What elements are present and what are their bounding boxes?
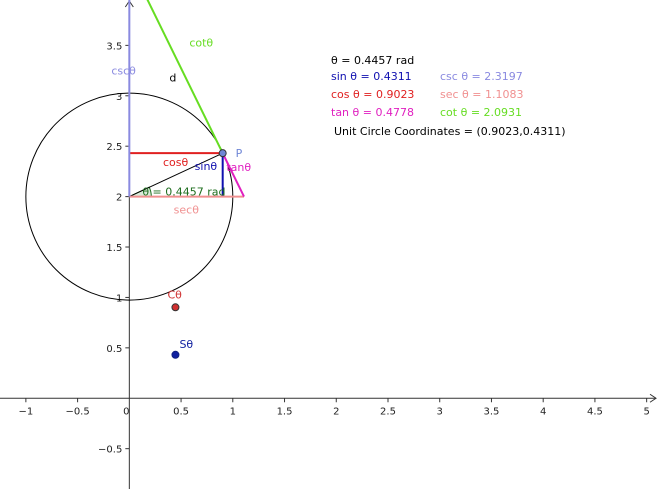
- x-tick-label: 1: [230, 406, 236, 417]
- point-s-theta-label: Sθ: [179, 338, 193, 351]
- cot-readout: cot θ = 2.0931: [440, 106, 522, 119]
- point-p: [218, 149, 227, 158]
- x-tick-label: 0: [123, 406, 129, 417]
- sin-readout: sin θ = 0.4311: [331, 70, 412, 83]
- tan-readout: tan θ = 0.4778: [331, 106, 414, 119]
- sin-label: sinθ: [195, 160, 218, 173]
- x-tick-label: 2.5: [380, 406, 396, 417]
- tan-label: tanθ: [226, 161, 251, 174]
- y-tick-label: 0.5: [106, 344, 122, 355]
- y-tick-label: 1: [116, 293, 122, 304]
- point-s-theta: [171, 350, 180, 359]
- y-tick-label: 2: [116, 193, 122, 204]
- point-c-theta: [171, 303, 180, 312]
- sec-label: secθ: [174, 204, 200, 217]
- y-tick-label: 2.5: [106, 142, 122, 153]
- info-panel: θ = 0.4457 rad sin θ = 0.4311 csc θ = 2.…: [331, 54, 566, 138]
- cos-label: cosθ: [163, 156, 189, 169]
- radius-line: [129, 152, 223, 198]
- x-tick-label: 0.5: [173, 406, 189, 417]
- d-label: d: [169, 72, 176, 85]
- x-tick-label: −1: [18, 406, 33, 417]
- point-p-label: P: [236, 147, 243, 160]
- x-axis-arrow: [649, 393, 657, 403]
- sec-readout: sec θ = 1.1083: [440, 88, 523, 101]
- x-tick-label: 5: [643, 406, 649, 417]
- x-tick-label: −0.5: [65, 406, 89, 417]
- theta-angle-label: θ = 0.4457 rad: [142, 186, 225, 199]
- point-c-theta-label: Cθ: [167, 288, 182, 301]
- y-tick-label: −0.5: [98, 445, 122, 456]
- x-tick-label: 4.5: [587, 406, 603, 417]
- cos-readout: cos θ = 0.9023: [331, 88, 414, 101]
- theta-readout: θ = 0.4457 rad: [331, 54, 414, 67]
- cot-label: cotθ: [189, 36, 213, 49]
- csc-label: cscθ: [111, 65, 136, 78]
- y-tick-label: 1.5: [106, 243, 122, 254]
- x-tick-label: 1.5: [277, 406, 293, 417]
- tan-segment: [221, 152, 245, 198]
- x-tick-label: 3: [437, 406, 443, 417]
- unit-circle-coordinates: Unit Circle Coordinates = (0.9023,0.4311…: [334, 125, 566, 138]
- x-tick-label: 4: [540, 406, 546, 417]
- unit-circle-construction: [25, 0, 245, 359]
- y-tick-label: 3: [116, 92, 122, 103]
- cot-segment: [146, 0, 224, 154]
- y-tick-label: 3.5: [106, 41, 122, 52]
- x-tick-label: 3.5: [484, 406, 500, 417]
- object-labels: P Cθ Sθ cosθ sinθ tanθ secθ cscθ cotθ d θ = 0.4457…: [111, 36, 251, 350]
- csc-readout: csc θ = 2.3197: [440, 70, 523, 83]
- x-tick-label: 2: [333, 406, 339, 417]
